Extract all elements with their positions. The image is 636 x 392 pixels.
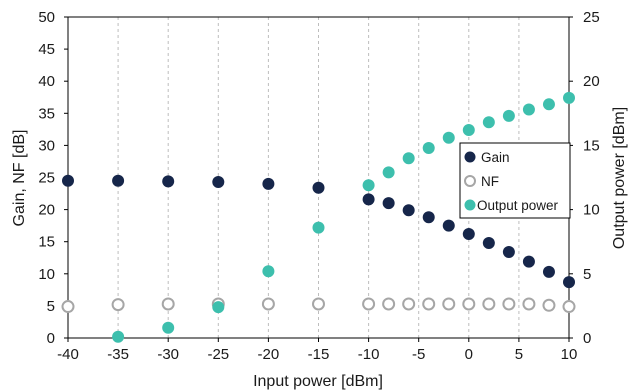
gain-point — [422, 211, 435, 224]
gain-point — [262, 177, 275, 190]
output-power-point — [112, 330, 125, 343]
x-tick-label: 0 — [465, 346, 473, 363]
output-power-point — [422, 141, 435, 154]
gain-point — [402, 204, 415, 217]
x-tick-label: 10 — [561, 346, 578, 363]
nf-point — [482, 297, 496, 311]
x-tick-label: -30 — [157, 346, 179, 363]
y-right-tick-label: 25 — [583, 9, 600, 26]
y-left-tick-label: 45 — [38, 41, 55, 58]
output-power-point — [462, 123, 475, 136]
gain-point — [442, 219, 455, 232]
gain-point — [482, 236, 495, 249]
y-left-tick-label: 5 — [47, 298, 55, 315]
gain-point — [162, 175, 175, 188]
gain-point — [362, 193, 375, 206]
legend-label-gain: Gain — [481, 150, 510, 165]
nf-point — [382, 297, 396, 311]
legend-marker-output-power — [464, 199, 476, 211]
nf-point — [111, 298, 125, 312]
y-left-ticks: 0 5 10 15 20 25 30 35 40 45 50 — [38, 9, 68, 347]
x-axis-label: Input power [dBm] — [253, 373, 383, 390]
y-right-tick-label: 5 — [583, 266, 591, 283]
y-left-tick-label: 30 — [38, 137, 55, 154]
legend-marker-gain — [464, 151, 476, 163]
x-tick-label: -25 — [207, 346, 229, 363]
nf-point — [542, 298, 556, 312]
grid — [117, 17, 520, 338]
nf-point — [442, 297, 456, 311]
output-power-point — [402, 152, 415, 165]
nf-point — [502, 297, 516, 311]
legend-marker-nf — [464, 175, 476, 187]
output-power-point — [262, 265, 275, 278]
y-right-tick-label: 0 — [583, 330, 591, 347]
gain-point — [522, 255, 535, 268]
y-left-tick-label: 25 — [38, 170, 55, 187]
output-power-point — [542, 98, 555, 111]
gain-point — [382, 197, 395, 210]
y-right-axis-label: Output power [dBm] — [611, 107, 628, 249]
output-power-point — [312, 221, 325, 234]
output-power-point — [482, 116, 495, 129]
legend-label-output-power: Output power — [477, 198, 559, 213]
output-power-point — [212, 301, 225, 314]
x-tick-label: -10 — [358, 346, 380, 363]
legend-box — [459, 142, 571, 219]
nf-point — [161, 297, 175, 311]
nf-point — [522, 297, 536, 311]
y-left-tick-label: 15 — [38, 234, 55, 251]
x-tick-label: -20 — [258, 346, 280, 363]
nf-point — [422, 297, 436, 311]
y-right-tick-label: 20 — [583, 73, 600, 90]
output-power-point — [522, 103, 535, 116]
y-right-ticks: 0 5 10 15 20 25 — [569, 9, 600, 347]
nf-point — [312, 297, 325, 311]
y-right-tick-label: 15 — [583, 137, 600, 154]
x-ticks: -40 -35 -30 -25 -20 -15 -10 -5 0 5 10 — [57, 338, 577, 363]
output-power-point — [563, 91, 575, 104]
nf-point — [362, 297, 376, 311]
gain-point — [62, 174, 74, 187]
y-left-tick-label: 35 — [38, 105, 55, 122]
nf-point — [462, 297, 476, 311]
gain-point — [112, 174, 125, 187]
nf-point — [61, 300, 75, 314]
x-tick-label: -35 — [107, 346, 129, 363]
nf-point — [562, 300, 576, 314]
y-left-axis-label: Gain, NF [dB] — [11, 130, 28, 227]
gain-point — [563, 276, 575, 289]
y-left-tick-label: 40 — [38, 73, 55, 90]
x-tick-label: -40 — [57, 346, 79, 363]
legend: Gain NF Output power — [459, 142, 571, 219]
nf-point — [402, 297, 416, 311]
y-left-tick-label: 50 — [38, 9, 55, 26]
y-left-tick-label: 0 — [47, 330, 55, 347]
y-right-tick-label: 10 — [583, 202, 600, 219]
nf-point — [261, 297, 275, 311]
x-tick-label: -15 — [308, 346, 330, 363]
gain-point — [462, 227, 475, 240]
x-tick-label: -5 — [412, 346, 425, 363]
series-markers — [61, 91, 576, 343]
output-power-point — [442, 131, 455, 144]
output-power-point — [382, 166, 395, 179]
x-tick-label: 5 — [515, 346, 523, 363]
legend-label-nf: NF — [481, 174, 499, 189]
output-power-point — [162, 321, 175, 334]
output-power-point — [362, 179, 375, 192]
gain-point — [212, 175, 225, 188]
gain-point — [502, 245, 515, 258]
gain-point — [312, 181, 325, 194]
y-left-tick-label: 20 — [38, 202, 55, 219]
gain-point — [542, 265, 555, 278]
output-power-point — [502, 109, 515, 122]
y-left-tick-label: 10 — [38, 266, 55, 283]
